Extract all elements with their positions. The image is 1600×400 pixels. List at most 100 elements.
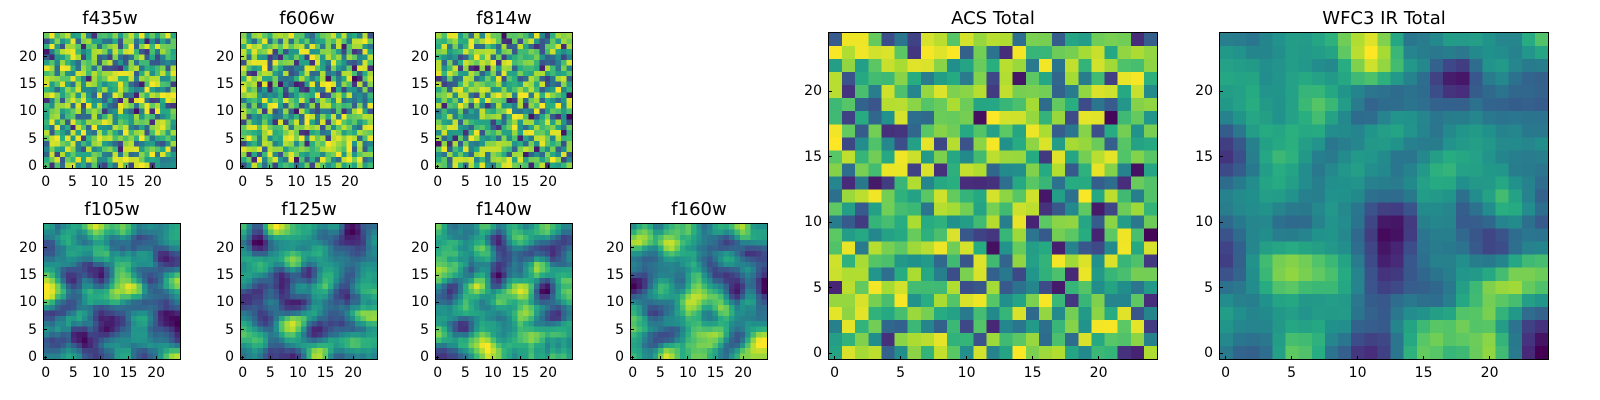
x-tick-label: 5	[68, 174, 77, 190]
heatmap-cells	[44, 224, 180, 359]
y-tick-label: 15	[411, 267, 429, 284]
y-tick-label: 0	[1204, 345, 1213, 362]
x-tick-label: 0	[433, 365, 443, 381]
heatmap-image	[43, 223, 181, 360]
y-tick-mark	[630, 301, 634, 303]
y-tick-label: 20	[216, 48, 234, 65]
x-tick-label: 0	[41, 174, 51, 190]
x-tick-mark	[1291, 356, 1293, 360]
y-tick-label: 20	[411, 239, 429, 256]
panel-title: WFC3 IR Total	[1322, 8, 1446, 29]
y-tick-label: 0	[420, 158, 429, 175]
y-tick-label: 20	[1195, 83, 1213, 100]
x-tick-label: 20	[539, 174, 558, 190]
y-tick-mark	[828, 352, 832, 354]
x-tick-mark	[152, 165, 154, 169]
y-tick-label: 15	[216, 267, 234, 284]
x-tick-mark	[715, 356, 717, 360]
y-tick-label: 0	[225, 349, 234, 366]
y-tick-label: 5	[28, 130, 37, 147]
y-tick-label: 5	[813, 279, 822, 296]
x-tick-label: 0	[238, 174, 248, 190]
y-tick-mark	[435, 329, 439, 331]
x-tick-mark	[492, 165, 494, 169]
panel-title: f125w	[281, 199, 337, 220]
x-tick-mark	[547, 356, 549, 360]
y-tick-mark	[240, 301, 244, 303]
x-tick-mark	[295, 165, 297, 169]
y-tick-mark	[1219, 287, 1223, 289]
y-tick-label: 10	[804, 214, 822, 231]
x-tick-label: 15	[314, 174, 332, 190]
panel-title: f435w	[82, 8, 138, 29]
y-tick-label: 5	[420, 321, 429, 338]
x-tick-mark	[72, 356, 74, 360]
heatmap-cells	[44, 33, 176, 168]
x-tick-mark	[464, 356, 466, 360]
x-tick-label: 15	[1414, 365, 1433, 381]
x-tick-mark	[659, 356, 661, 360]
heatmap-cells	[436, 224, 572, 359]
x-tick-mark	[464, 165, 466, 169]
x-tick-mark	[966, 356, 968, 360]
y-tick-mark	[435, 247, 439, 249]
x-tick-mark	[128, 356, 130, 360]
x-tick-mark	[322, 165, 324, 169]
y-tick-mark	[1219, 221, 1223, 223]
x-tick-mark	[520, 356, 522, 360]
y-tick-label: 15	[411, 76, 429, 93]
x-tick-mark	[45, 165, 47, 169]
heatmap-cells	[436, 33, 572, 168]
x-tick-label: 20	[1480, 365, 1499, 381]
y-tick-mark	[240, 356, 244, 358]
heatmap-cells	[631, 224, 767, 359]
y-tick-mark	[630, 274, 634, 276]
x-tick-mark	[352, 356, 354, 360]
y-tick-mark	[828, 287, 832, 289]
x-tick-mark	[1225, 356, 1227, 360]
y-tick-label: 5	[225, 321, 234, 338]
panel-title: f140w	[476, 199, 532, 220]
x-tick-label: 10	[484, 365, 502, 381]
y-tick-label: 5	[28, 321, 37, 338]
y-tick-mark	[435, 274, 439, 276]
x-tick-label: 0	[433, 174, 443, 190]
y-tick-mark	[435, 356, 439, 358]
y-tick-label: 20	[606, 239, 624, 256]
y-tick-mark	[630, 356, 634, 358]
x-tick-mark	[492, 356, 494, 360]
y-tick-label: 15	[19, 267, 37, 284]
y-tick-label: 0	[420, 349, 429, 366]
x-tick-mark	[1423, 356, 1425, 360]
y-tick-mark	[1219, 90, 1223, 92]
heatmap-image	[630, 223, 768, 360]
x-tick-mark	[349, 165, 351, 169]
x-tick-label: 0	[41, 365, 51, 381]
x-tick-label: 5	[68, 365, 78, 381]
y-tick-label: 5	[1204, 279, 1213, 296]
y-tick-mark	[630, 329, 634, 331]
y-tick-mark	[43, 247, 47, 249]
y-tick-label: 20	[411, 48, 429, 65]
y-tick-label: 0	[28, 158, 37, 175]
panel-title: f606w	[279, 8, 335, 29]
x-tick-mark	[125, 165, 127, 169]
heatmap-cells	[829, 33, 1157, 359]
x-tick-mark	[437, 165, 439, 169]
x-tick-label: 5	[265, 174, 274, 190]
x-tick-mark	[242, 356, 244, 360]
x-tick-mark	[98, 165, 100, 169]
x-tick-mark	[71, 165, 73, 169]
heatmap-image	[240, 223, 378, 360]
x-tick-mark	[900, 356, 902, 360]
y-tick-label: 0	[225, 158, 234, 175]
x-tick-label: 10	[957, 365, 976, 381]
y-tick-mark	[43, 356, 47, 358]
x-tick-label: 10	[90, 174, 109, 190]
y-tick-mark	[43, 110, 47, 112]
x-tick-mark	[155, 356, 157, 360]
x-tick-label: 5	[460, 174, 470, 190]
y-tick-mark	[435, 56, 439, 58]
y-tick-label: 15	[19, 76, 37, 93]
